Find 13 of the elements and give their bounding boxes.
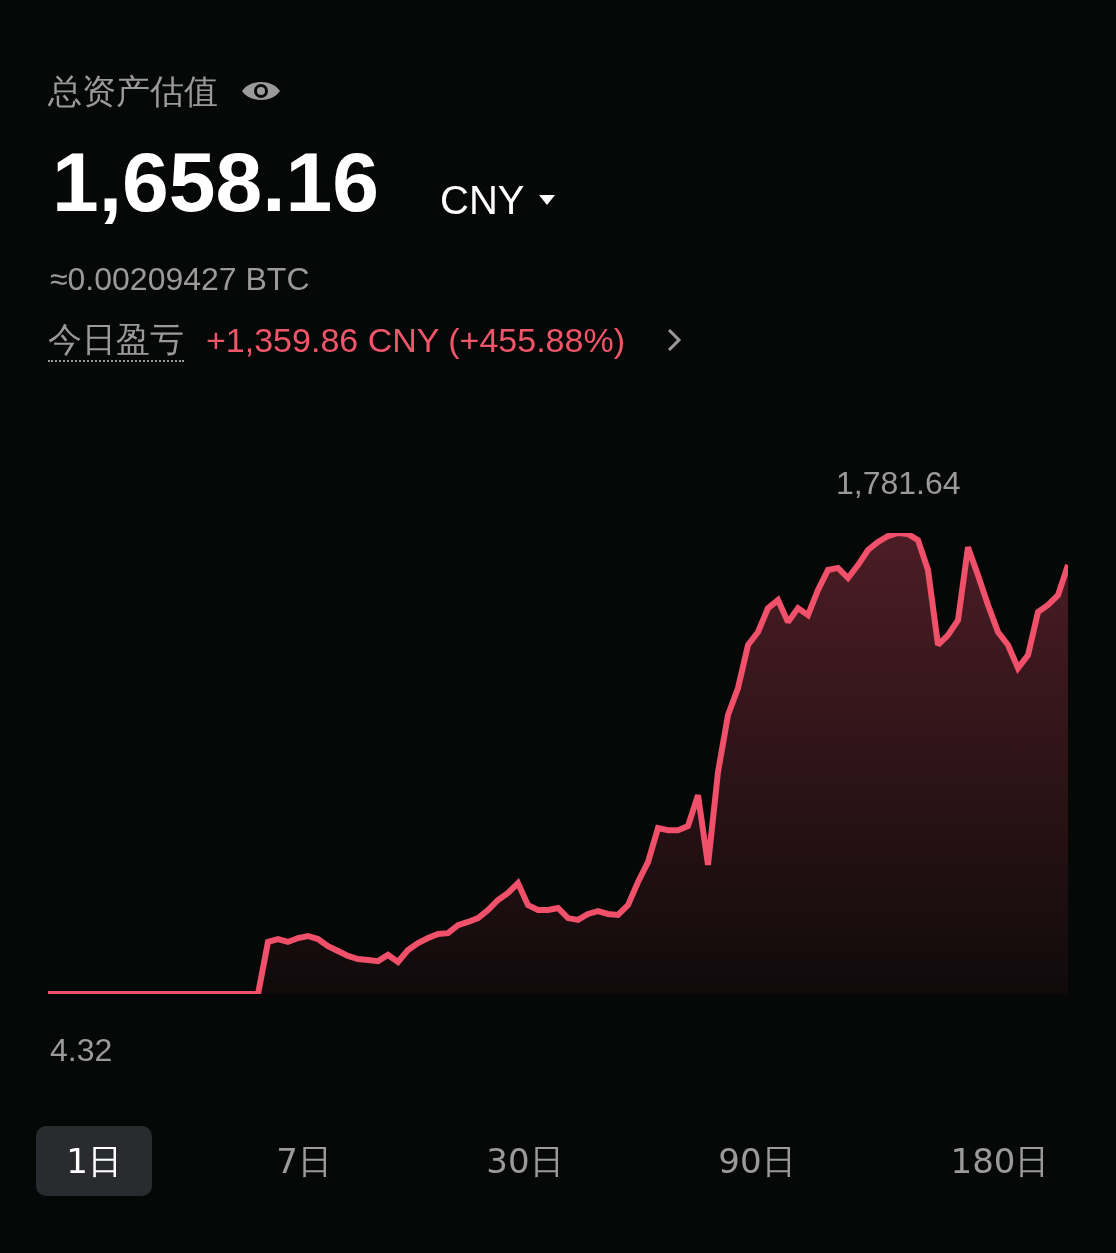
text: 7日 [275, 1140, 333, 1183]
text: 30日 [485, 1140, 565, 1183]
text: 1,658.16 [52, 135, 379, 229]
text: CNY [440, 178, 525, 222]
text: 180日 [949, 1140, 1051, 1183]
text: +1,359.86 CNY (+455.88%) [206, 321, 625, 359]
chart-title: 总资产估值 [48, 71, 218, 111]
text: 今日盈亏 [48, 319, 184, 362]
data-label: 1,781.64 [836, 465, 961, 501]
text: ≈0.00209427 BTC [50, 261, 310, 297]
text: 1日 [36, 1126, 152, 1196]
text: 90日 [717, 1140, 797, 1183]
data-label: 4.32 [50, 1032, 113, 1068]
